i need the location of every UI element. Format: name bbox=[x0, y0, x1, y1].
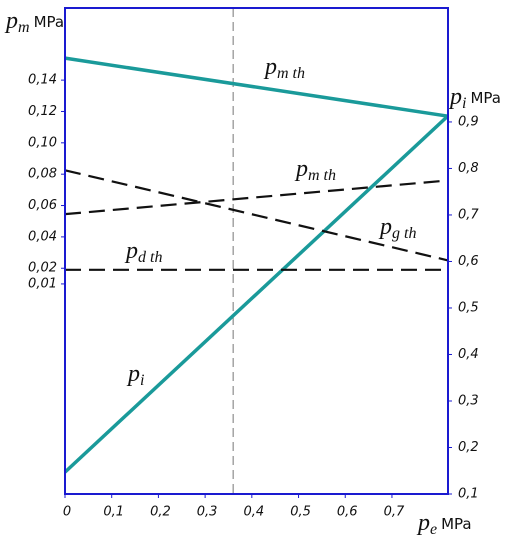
series-label-sub: i bbox=[140, 372, 144, 389]
y-tick-label: 0,02 bbox=[28, 261, 57, 276]
series-line bbox=[64, 169, 449, 262]
y-axis-label-symbol: p bbox=[4, 8, 18, 34]
y2-tick-label: 0,1 bbox=[458, 487, 479, 502]
series-label-symbol: p bbox=[294, 156, 308, 182]
y-axis-label-unit: MPa bbox=[34, 13, 65, 31]
y-axis-label-sub: m bbox=[18, 19, 30, 36]
x-tick-label: 0,7 bbox=[384, 505, 405, 520]
y2-axis-label-sub: i bbox=[462, 95, 466, 112]
series-line bbox=[63, 114, 450, 474]
x-tick-label: 0 bbox=[63, 505, 71, 520]
x-tick-label: 0,1 bbox=[103, 505, 124, 520]
series-label: pm th bbox=[263, 54, 305, 82]
series-label-symbol: p bbox=[263, 54, 277, 80]
y2-tick-label: 0,5 bbox=[458, 300, 479, 315]
series-label-symbol: p bbox=[126, 361, 140, 387]
y2-tick-label: 0,6 bbox=[458, 254, 479, 269]
series-label: pg th bbox=[378, 214, 416, 242]
x-axis-label-unit: MPa bbox=[441, 515, 472, 533]
x-tick-label: 0,4 bbox=[243, 505, 264, 520]
y-tick-label: 0,01 bbox=[28, 276, 57, 291]
x-tick-label: 0,5 bbox=[290, 505, 311, 520]
series-label-sub: g th bbox=[392, 225, 416, 242]
y-tick-label: 0,10 bbox=[28, 135, 57, 150]
y2-tick-label: 0,9 bbox=[458, 114, 479, 129]
series-label-sub: d th bbox=[138, 249, 162, 266]
y2-axis-label: pi MPa bbox=[448, 84, 501, 112]
series-label: pm th bbox=[294, 156, 336, 184]
series-label: pd th bbox=[124, 238, 162, 266]
series-line bbox=[64, 56, 449, 118]
series-label-sub: m th bbox=[277, 65, 305, 82]
y2-tick-label: 0,7 bbox=[458, 207, 479, 222]
y-tick-label: 0,14 bbox=[28, 73, 57, 88]
y-tick-label: 0,06 bbox=[28, 198, 57, 213]
plot-frame bbox=[64, 7, 449, 495]
y-axis-label: pm MPa bbox=[4, 8, 64, 36]
series-label-sub: m th bbox=[308, 167, 336, 184]
y2-tick-label: 0,4 bbox=[458, 347, 479, 362]
y2-tick-label: 0,3 bbox=[458, 393, 479, 408]
y2-axis-label-unit: MPa bbox=[470, 89, 501, 107]
series-label: pi bbox=[126, 361, 144, 389]
x-tick-label: 0,3 bbox=[197, 505, 218, 520]
y-tick-label: 0,08 bbox=[28, 167, 57, 182]
x-axis-label-symbol: p bbox=[416, 510, 430, 536]
series-line bbox=[64, 179, 449, 216]
x-tick-label: 0,6 bbox=[337, 505, 358, 520]
y-tick-label: 0,04 bbox=[28, 229, 57, 244]
x-tick-label: 0,2 bbox=[150, 505, 171, 520]
y2-axis-label-symbol: p bbox=[448, 84, 462, 110]
series-label-symbol: p bbox=[378, 214, 392, 240]
series-label-symbol: p bbox=[124, 238, 138, 264]
x-axis-label: pe MPa bbox=[416, 510, 472, 538]
y2-tick-label: 0,2 bbox=[458, 440, 479, 455]
y-tick-label: 0,12 bbox=[28, 104, 57, 119]
x-axis-label-sub: e bbox=[430, 521, 437, 538]
y2-tick-label: 0,8 bbox=[458, 161, 479, 176]
